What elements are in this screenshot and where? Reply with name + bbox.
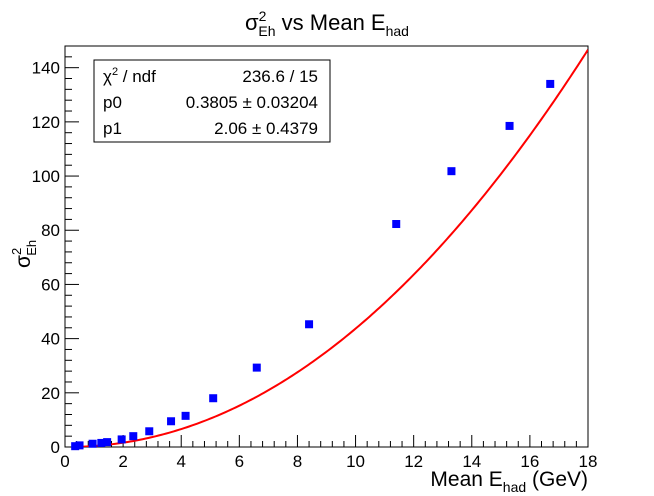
- x-tick-label: 16: [520, 452, 539, 471]
- ylabel-sigma: σ: [12, 255, 35, 268]
- y-tick-label: 80: [41, 221, 60, 240]
- data-point: [75, 441, 84, 450]
- ylabel-sub: Eh: [24, 240, 39, 256]
- x-tick-label: 2: [118, 452, 127, 471]
- data-point: [392, 220, 401, 229]
- x-tick-label: 14: [462, 452, 481, 471]
- data-point: [145, 427, 154, 436]
- title-rest-sub: had: [386, 23, 409, 39]
- y-tick-label: 0: [51, 438, 60, 457]
- data-point: [181, 411, 190, 420]
- x-tick-label: 12: [404, 452, 423, 471]
- y-tick-label: 120: [32, 113, 60, 132]
- data-point: [97, 438, 106, 447]
- x-axis-tick-labels: 0 2 4 6 8 10 12 14 16 18: [60, 452, 597, 471]
- data-point: [167, 417, 176, 426]
- data-points: [71, 79, 555, 451]
- stats-box-frame: [93, 59, 331, 143]
- x-tick-label: 6: [235, 452, 244, 471]
- x-tick-label: 18: [579, 452, 598, 471]
- data-point: [447, 167, 456, 176]
- stats-row-p1-value: 2.06 ± 0.4379: [214, 119, 318, 138]
- title-sup: 2: [259, 8, 267, 24]
- data-point: [117, 435, 126, 444]
- stats-row-p1-label: p1: [103, 119, 122, 138]
- title-sub: Eh: [258, 23, 275, 39]
- chi-symbol: χ: [103, 67, 112, 86]
- y-tick-label: 100: [32, 167, 60, 186]
- data-point: [252, 363, 261, 372]
- xlabel-main: Mean E: [430, 468, 502, 491]
- stats-row-p0-label: p0: [103, 93, 122, 112]
- data-point: [546, 79, 555, 88]
- y-axis-ticks: [65, 45, 79, 448]
- x-tick-label: 8: [293, 452, 302, 471]
- data-point: [209, 394, 218, 403]
- plot-frame: [64, 45, 589, 448]
- chi-rest: / ndf: [118, 67, 156, 86]
- stats-row-p0-value: 0.3805 ± 0.03204: [186, 93, 318, 112]
- y-axis-label-group: σ2Eh: [9, 240, 39, 268]
- ylabel-sup: 2: [9, 248, 24, 255]
- stats-box: χ2 / ndf 236.6 / 15 p0 0.3805 ± 0.03204 …: [93, 59, 331, 143]
- y-tick-label: 20: [41, 384, 60, 403]
- stats-row-chi2-value: 236.6 / 15: [242, 67, 318, 86]
- xlabel-rest: (GeV): [526, 468, 588, 491]
- xlabel-sub: had: [503, 479, 526, 495]
- x-axis-label: Mean Ehad (GeV): [430, 468, 588, 495]
- title-rest: vs Mean E: [276, 10, 386, 35]
- title-sigma: σ: [245, 10, 259, 35]
- data-point: [71, 442, 80, 451]
- y-tick-label: 60: [41, 275, 60, 294]
- fit-curve: [73, 49, 588, 447]
- data-point: [305, 320, 314, 329]
- data-point: [103, 438, 112, 447]
- y-tick-label: 140: [32, 59, 60, 78]
- y-axis-tick-labels: 0 20 40 60 80 100 120 140: [32, 59, 60, 457]
- x-tick-label: 10: [346, 452, 365, 471]
- y-tick-label: 40: [41, 330, 60, 349]
- chi-sup: 2: [112, 66, 118, 78]
- x-tick-label: 0: [60, 452, 69, 471]
- data-point: [129, 432, 138, 441]
- chart-title: σ2 Eh vs Mean Ehad: [245, 8, 409, 39]
- data-point: [505, 121, 514, 130]
- y-axis-label: σ2Eh: [9, 240, 39, 268]
- data-point: [88, 439, 97, 448]
- x-axis-ticks: [64, 435, 589, 447]
- x-tick-label: 4: [176, 452, 185, 471]
- stats-row-chi2-label: χ2 / ndf: [103, 66, 156, 86]
